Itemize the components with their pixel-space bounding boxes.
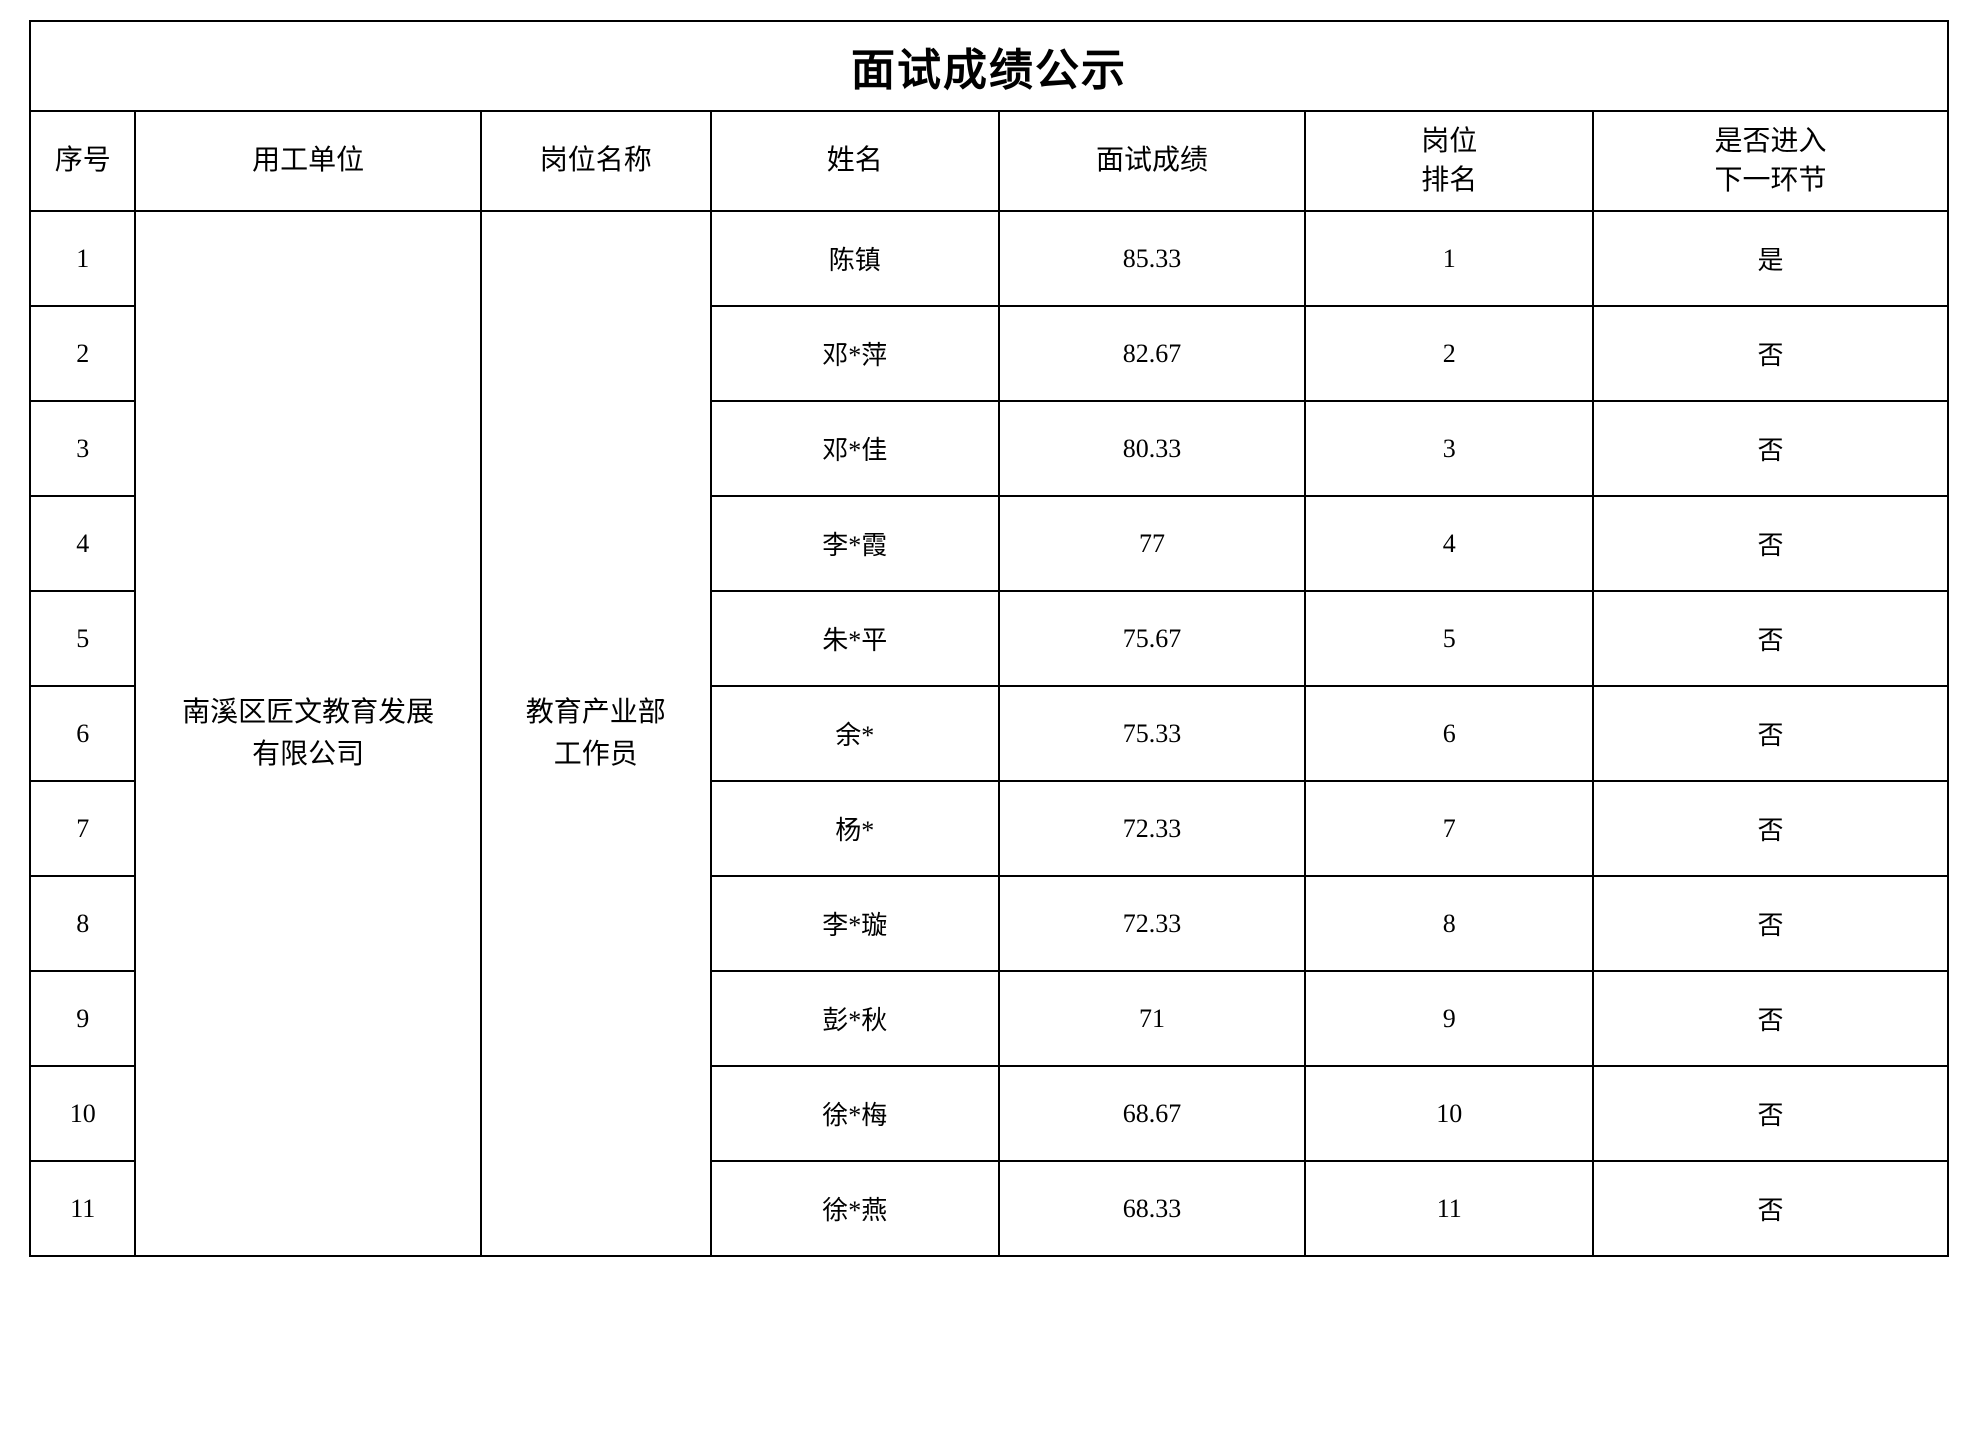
cell-next: 是: [1593, 211, 1948, 306]
cell-seq: 9: [30, 971, 135, 1066]
interview-score-table-container: 面试成绩公示 序号 用工单位 岗位名称 姓名 面试成绩 岗位 排名 是否进入 下…: [29, 20, 1949, 1257]
cell-name: 杨*: [711, 781, 999, 876]
cell-next: 否: [1593, 1066, 1948, 1161]
cell-rank: 10: [1305, 1066, 1593, 1161]
cell-name: 彭*秋: [711, 971, 999, 1066]
header-next-line1: 是否进入: [1715, 126, 1827, 157]
header-rank-line1: 岗位: [1421, 126, 1477, 157]
header-next: 是否进入 下一环节: [1593, 111, 1948, 211]
cell-name: 徐*燕: [711, 1161, 999, 1256]
cell-next: 否: [1593, 686, 1948, 781]
cell-rank: 6: [1305, 686, 1593, 781]
cell-score: 72.33: [999, 876, 1306, 971]
cell-rank: 11: [1305, 1161, 1593, 1256]
cell-next: 否: [1593, 496, 1948, 591]
cell-rank: 9: [1305, 971, 1593, 1066]
cell-name: 邓*佳: [711, 401, 999, 496]
cell-seq: 7: [30, 781, 135, 876]
header-unit: 用工单位: [135, 111, 480, 211]
header-rank-line2: 排名: [1421, 165, 1477, 196]
cell-name: 陈镇: [711, 211, 999, 306]
cell-score: 68.67: [999, 1066, 1306, 1161]
cell-name: 朱*平: [711, 591, 999, 686]
header-row: 序号 用工单位 岗位名称 姓名 面试成绩 岗位 排名 是否进入 下一环节: [30, 111, 1948, 211]
cell-name: 余*: [711, 686, 999, 781]
table-row: 1 南溪区匠文教育发展 有限公司 教育产业部 工作员 陈镇 85.33 1 是: [30, 211, 1948, 306]
cell-score: 77: [999, 496, 1306, 591]
position-line1: 教育产业部: [526, 697, 666, 728]
position-line2: 工作员: [554, 739, 638, 770]
title-row: 面试成绩公示: [30, 21, 1948, 111]
cell-score: 85.33: [999, 211, 1306, 306]
cell-seq: 8: [30, 876, 135, 971]
cell-next: 否: [1593, 971, 1948, 1066]
unit-line1: 南溪区匠文教育发展: [182, 697, 434, 728]
cell-next: 否: [1593, 1161, 1948, 1256]
cell-next: 否: [1593, 781, 1948, 876]
cell-score: 82.67: [999, 306, 1306, 401]
cell-seq: 6: [30, 686, 135, 781]
header-next-line2: 下一环节: [1715, 165, 1827, 196]
header-position: 岗位名称: [481, 111, 711, 211]
interview-score-table: 面试成绩公示 序号 用工单位 岗位名称 姓名 面试成绩 岗位 排名 是否进入 下…: [29, 20, 1949, 1257]
cell-rank: 4: [1305, 496, 1593, 591]
header-seq: 序号: [30, 111, 135, 211]
cell-score: 71: [999, 971, 1306, 1066]
cell-seq: 4: [30, 496, 135, 591]
cell-unit-merged: 南溪区匠文教育发展 有限公司: [135, 211, 480, 1256]
table-body: 1 南溪区匠文教育发展 有限公司 教育产业部 工作员 陈镇 85.33 1 是 …: [30, 211, 1948, 1256]
cell-seq: 11: [30, 1161, 135, 1256]
cell-rank: 2: [1305, 306, 1593, 401]
cell-name: 李*璇: [711, 876, 999, 971]
cell-name: 邓*萍: [711, 306, 999, 401]
cell-seq: 1: [30, 211, 135, 306]
header-score: 面试成绩: [999, 111, 1306, 211]
header-name: 姓名: [711, 111, 999, 211]
unit-line2: 有限公司: [252, 739, 364, 770]
cell-seq: 2: [30, 306, 135, 401]
cell-score: 75.67: [999, 591, 1306, 686]
cell-position-merged: 教育产业部 工作员: [481, 211, 711, 1256]
cell-name: 李*霞: [711, 496, 999, 591]
cell-rank: 7: [1305, 781, 1593, 876]
cell-score: 68.33: [999, 1161, 1306, 1256]
cell-next: 否: [1593, 306, 1948, 401]
cell-rank: 8: [1305, 876, 1593, 971]
cell-rank: 1: [1305, 211, 1593, 306]
header-rank: 岗位 排名: [1305, 111, 1593, 211]
cell-rank: 5: [1305, 591, 1593, 686]
cell-seq: 3: [30, 401, 135, 496]
cell-next: 否: [1593, 591, 1948, 686]
cell-next: 否: [1593, 876, 1948, 971]
cell-score: 75.33: [999, 686, 1306, 781]
cell-rank: 3: [1305, 401, 1593, 496]
cell-next: 否: [1593, 401, 1948, 496]
cell-seq: 10: [30, 1066, 135, 1161]
cell-score: 80.33: [999, 401, 1306, 496]
cell-score: 72.33: [999, 781, 1306, 876]
table-title: 面试成绩公示: [30, 21, 1948, 111]
cell-seq: 5: [30, 591, 135, 686]
cell-name: 徐*梅: [711, 1066, 999, 1161]
